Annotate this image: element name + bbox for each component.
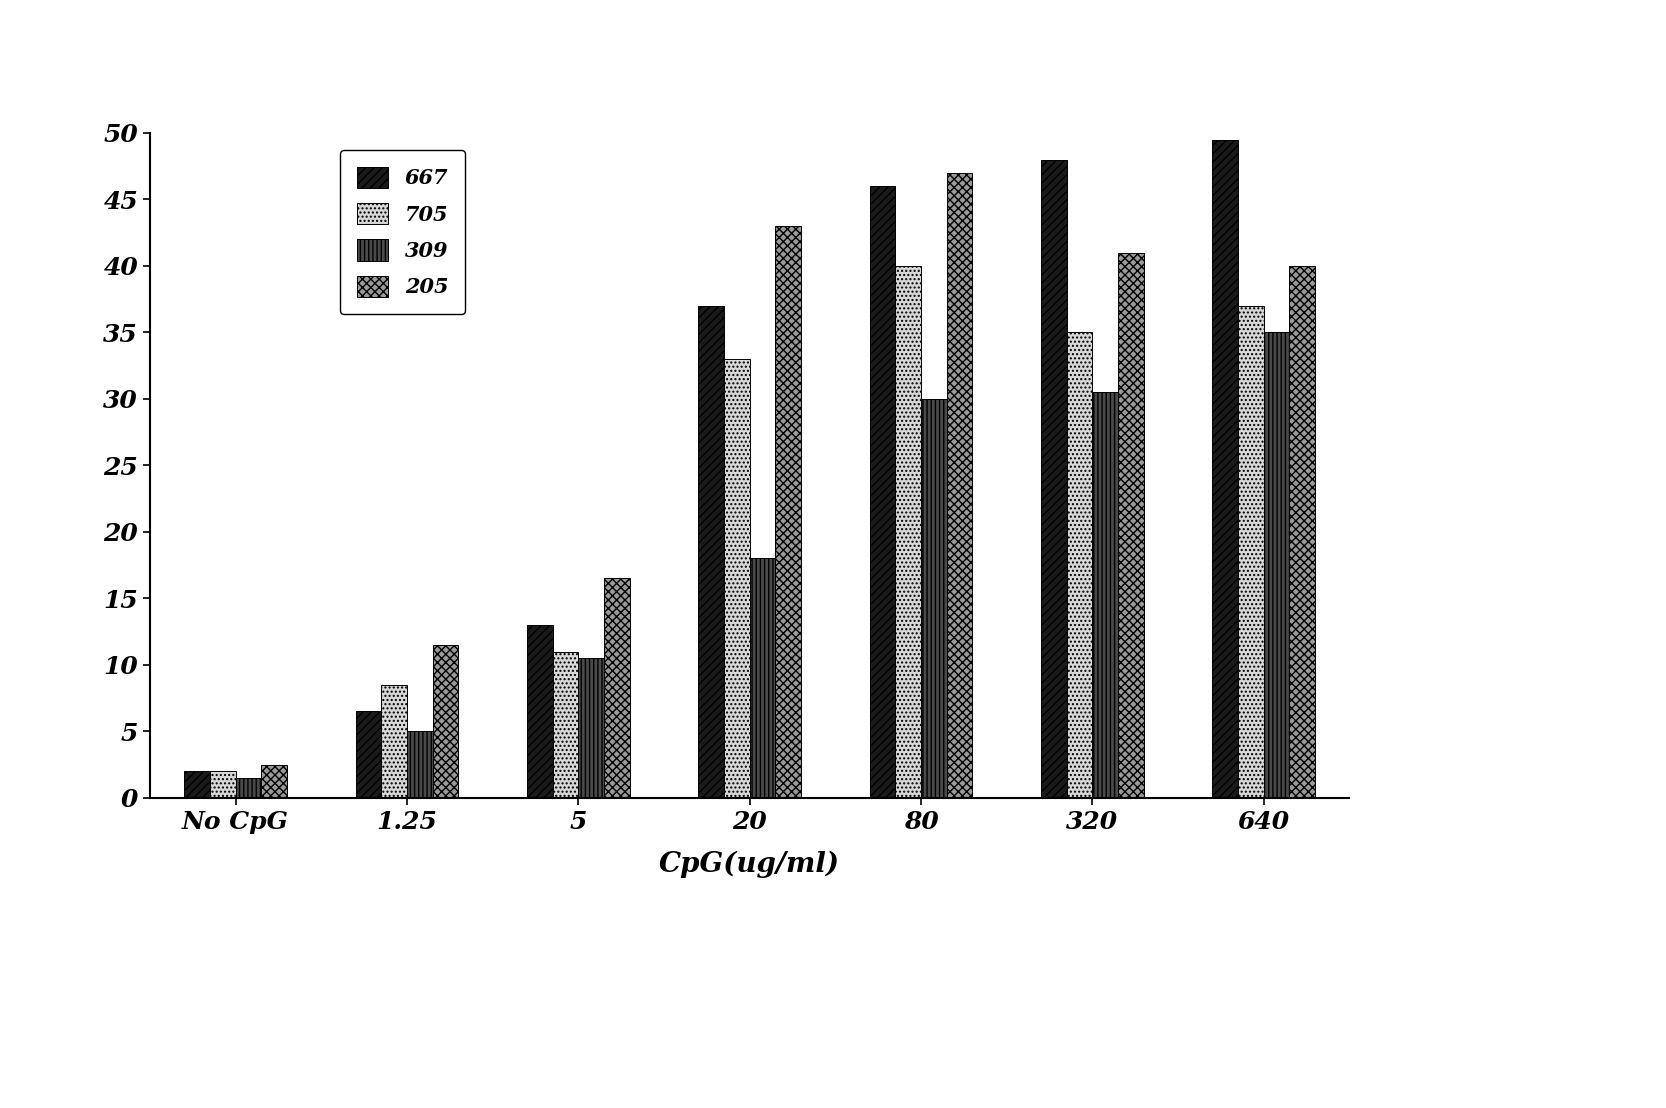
- Legend: 667, 705, 309, 205: 667, 705, 309, 205: [340, 150, 465, 314]
- Bar: [750, 558, 775, 798]
- Bar: [895, 266, 921, 798]
- Bar: [407, 731, 433, 798]
- X-axis label: CpG(ug/ml): CpG(ug/ml): [660, 850, 840, 878]
- Bar: [698, 306, 725, 798]
- Bar: [526, 625, 553, 798]
- Bar: [553, 652, 578, 798]
- Bar: [921, 399, 946, 798]
- Bar: [1264, 332, 1289, 798]
- Bar: [725, 359, 750, 798]
- Bar: [605, 578, 630, 798]
- Bar: [433, 645, 458, 798]
- Bar: [1093, 392, 1118, 798]
- Bar: [235, 778, 262, 798]
- Bar: [262, 765, 287, 798]
- Bar: [1289, 266, 1314, 798]
- Bar: [946, 173, 973, 798]
- Bar: [1041, 160, 1066, 798]
- Bar: [578, 658, 605, 798]
- Bar: [1213, 140, 1238, 798]
- Bar: [185, 771, 210, 798]
- Bar: [1066, 332, 1093, 798]
- Bar: [775, 226, 801, 798]
- Bar: [210, 771, 235, 798]
- Bar: [870, 186, 895, 798]
- Bar: [355, 711, 382, 798]
- Bar: [382, 685, 407, 798]
- Bar: [1238, 306, 1264, 798]
- Bar: [1118, 253, 1145, 798]
